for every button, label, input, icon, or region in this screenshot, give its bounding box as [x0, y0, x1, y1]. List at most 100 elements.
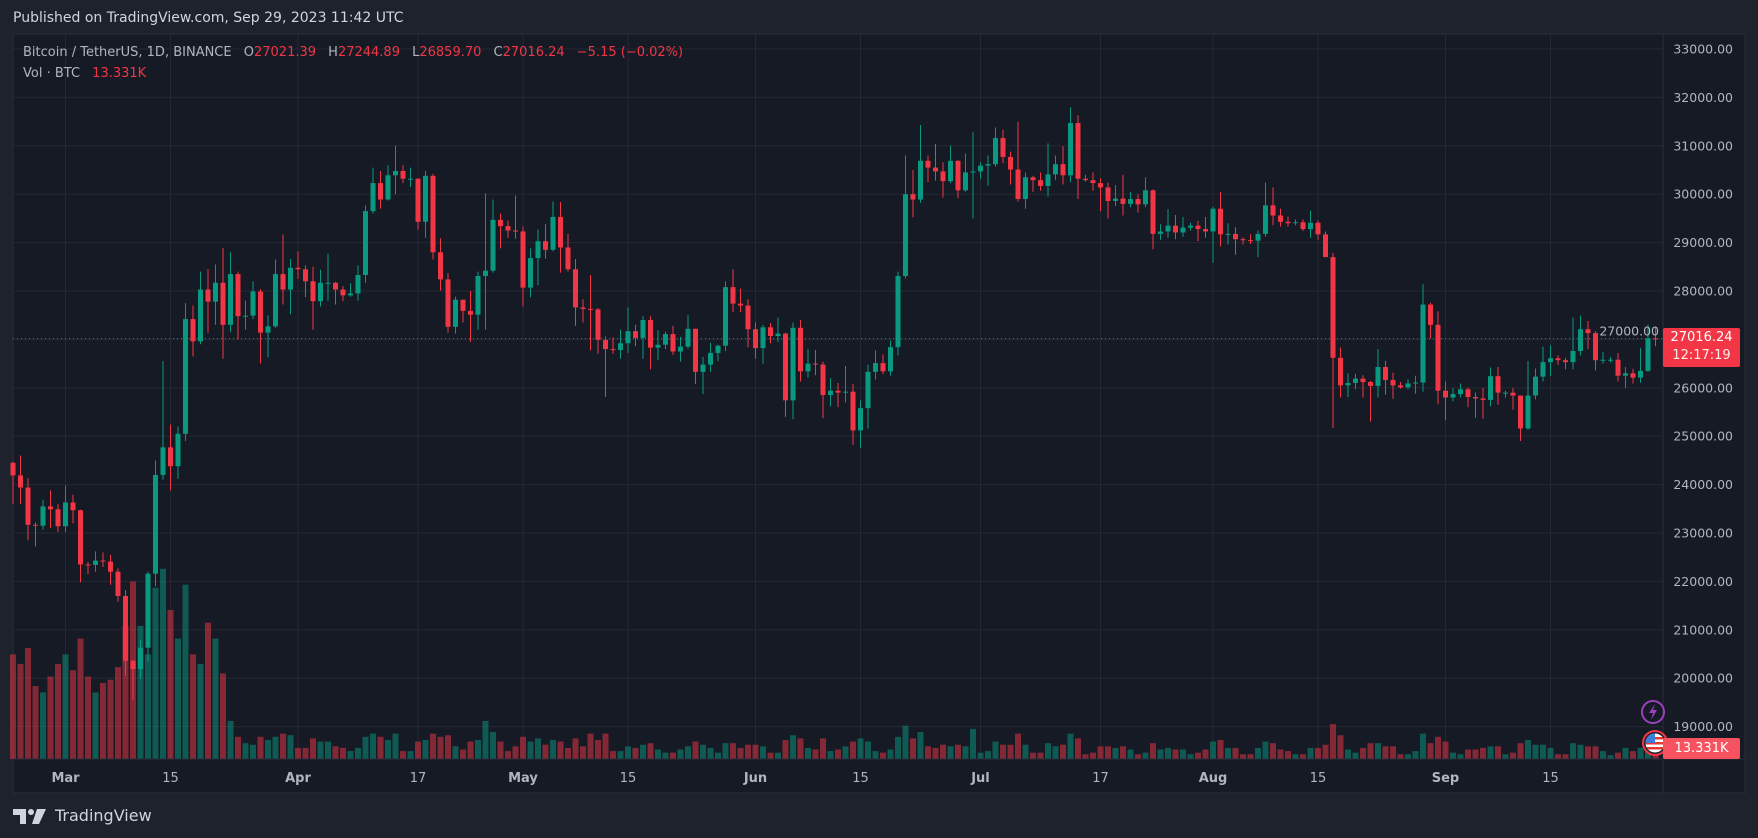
- candle[interactable]: [1330, 252, 1336, 428]
- candle[interactable]: [1270, 187, 1276, 226]
- candle[interactable]: [880, 354, 886, 375]
- candle[interactable]: [63, 485, 68, 533]
- candle[interactable]: [940, 162, 946, 198]
- candle[interactable]: [273, 259, 278, 328]
- candle[interactable]: [1593, 331, 1598, 371]
- candle[interactable]: [1240, 237, 1246, 245]
- candle[interactable]: [1540, 346, 1546, 382]
- candle[interactable]: [633, 324, 638, 347]
- candle[interactable]: [1038, 172, 1043, 191]
- candle[interactable]: [460, 299, 466, 323]
- candle[interactable]: [1638, 348, 1643, 383]
- candle[interactable]: [573, 259, 578, 326]
- candle[interactable]: [1488, 367, 1493, 407]
- candle[interactable]: [993, 127, 998, 167]
- candle[interactable]: [333, 281, 338, 305]
- candle[interactable]: [348, 283, 353, 297]
- candle[interactable]: [423, 170, 428, 238]
- candle[interactable]: [1098, 178, 1103, 212]
- candle[interactable]: [1398, 381, 1403, 389]
- candle[interactable]: [1278, 208, 1283, 227]
- candle[interactable]: [948, 145, 953, 184]
- candle[interactable]: [625, 307, 631, 353]
- candle[interactable]: [475, 271, 481, 330]
- candle[interactable]: [1045, 143, 1051, 197]
- candle[interactable]: [1555, 355, 1561, 366]
- candle[interactable]: [693, 328, 698, 384]
- candle[interactable]: [145, 571, 151, 662]
- candle[interactable]: [1465, 387, 1471, 408]
- candle[interactable]: [325, 253, 331, 301]
- candle[interactable]: [1188, 222, 1193, 231]
- candle[interactable]: [723, 281, 728, 352]
- candle[interactable]: [78, 509, 83, 583]
- candle[interactable]: [228, 252, 233, 333]
- candle[interactable]: [1105, 182, 1111, 219]
- candle[interactable]: [603, 336, 608, 397]
- candle[interactable]: [1585, 321, 1591, 350]
- candle[interactable]: [363, 205, 368, 283]
- candle[interactable]: [753, 322, 758, 359]
- candle[interactable]: [1158, 224, 1163, 240]
- candle[interactable]: [18, 455, 23, 504]
- candle[interactable]: [520, 226, 526, 307]
- candle[interactable]: [1023, 172, 1028, 209]
- candle[interactable]: [1653, 327, 1658, 347]
- candle[interactable]: [1510, 387, 1516, 410]
- candle[interactable]: [1480, 387, 1486, 419]
- candle[interactable]: [1308, 210, 1313, 238]
- candle[interactable]: [730, 269, 736, 313]
- candle[interactable]: [55, 503, 61, 533]
- candle[interactable]: [1150, 189, 1156, 250]
- candle[interactable]: [1293, 219, 1298, 226]
- candle[interactable]: [1173, 215, 1178, 240]
- candle[interactable]: [835, 382, 841, 408]
- candle[interactable]: [1450, 388, 1456, 402]
- candle[interactable]: [1248, 234, 1253, 245]
- candle[interactable]: [1428, 302, 1433, 339]
- candle[interactable]: [955, 160, 961, 199]
- candle[interactable]: [160, 361, 166, 480]
- candle[interactable]: [505, 220, 511, 238]
- candle[interactable]: [1405, 379, 1411, 390]
- candle[interactable]: [1420, 284, 1426, 392]
- candle[interactable]: [1375, 349, 1381, 398]
- candle[interactable]: [130, 660, 136, 700]
- candle[interactable]: [265, 315, 271, 358]
- candle[interactable]: [775, 317, 781, 342]
- candle[interactable]: [1090, 172, 1096, 191]
- lightning-icon[interactable]: [1641, 700, 1665, 724]
- candle[interactable]: [1533, 368, 1538, 400]
- candle[interactable]: [175, 426, 181, 479]
- candle[interactable]: [865, 364, 871, 429]
- candle[interactable]: [138, 639, 143, 679]
- candle[interactable]: [115, 568, 121, 602]
- candle[interactable]: [378, 170, 383, 209]
- candle[interactable]: [468, 291, 473, 342]
- candle[interactable]: [1135, 194, 1141, 213]
- candle[interactable]: [498, 213, 503, 249]
- candle[interactable]: [10, 461, 16, 504]
- candle[interactable]: [588, 275, 593, 351]
- candle[interactable]: [490, 199, 496, 273]
- candle[interactable]: [280, 234, 286, 305]
- candle[interactable]: [528, 248, 533, 298]
- candle[interactable]: [655, 330, 661, 360]
- candle[interactable]: [685, 315, 691, 349]
- candle[interactable]: [250, 281, 256, 320]
- candle[interactable]: [1503, 390, 1508, 398]
- candle[interactable]: [1570, 317, 1576, 370]
- candle[interactable]: [1413, 375, 1418, 394]
- candle[interactable]: [895, 271, 901, 356]
- candle[interactable]: [1623, 366, 1628, 389]
- candle[interactable]: [1578, 315, 1583, 356]
- candle[interactable]: [768, 322, 773, 344]
- candle[interactable]: [25, 478, 31, 541]
- candle[interactable]: [670, 325, 676, 355]
- candle[interactable]: [445, 273, 451, 333]
- candle[interactable]: [70, 494, 76, 524]
- candle[interactable]: [580, 299, 586, 323]
- footer-brand[interactable]: TradingView: [13, 806, 152, 825]
- candle[interactable]: [1518, 395, 1523, 442]
- candle[interactable]: [1165, 209, 1171, 238]
